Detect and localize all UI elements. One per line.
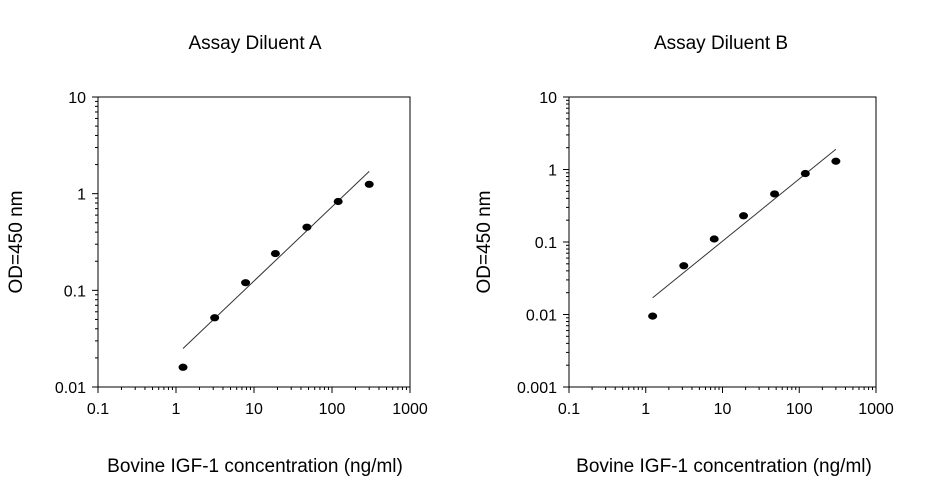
chart-a-y-tick-label: 1 [77,187,86,204]
chart-b-y-tick-label: 0.01 [526,308,557,325]
chart-a-data-point [210,314,220,322]
chart-panel-assay-diluent-b: Assay Diluent B OD=450 nm Bovine IGF-1 c… [463,0,926,480]
chart-a-plot-frame [97,96,411,388]
chart-b-x-axis-label: Bovine IGF-1 concentration (ng/ml) [576,456,872,477]
chart-a-y-axis-label: OD=450 nm [6,191,27,294]
chart-a-x-tick-label: 1000 [392,401,428,418]
chart-panel-assay-diluent-a: Assay Diluent A OD=450 nm Bovine IGF-1 c… [6,33,428,477]
chart-a-data-point [302,223,312,231]
chart-b-data-point [709,235,719,243]
chart-a-fit-line [182,171,370,349]
chart-a-x-tick-label: 1 [172,401,181,418]
chart-a-data-point [241,279,251,287]
chart-a-x-tick-label: 100 [319,401,346,418]
chart-a-svg: Assay Diluent A OD=450 nm Bovine IGF-1 c… [6,33,428,477]
chart-b-title: Assay Diluent B [654,33,788,54]
chart-b-y-tick-label: 0.1 [535,235,557,252]
chart-b-x-tick-label: 100 [786,401,813,418]
chart-a-data-point [178,363,188,371]
chart-a-x-tick-label: 0.1 [87,401,109,418]
chart-b-x-tick-label: 1000 [858,401,894,418]
chart-a-data-point [333,197,343,206]
chart-b-y-tick-label: 0.001 [517,380,557,397]
chart-a-data-point [364,180,374,188]
chart-b-data-point [770,190,780,198]
chart-b-svg: Assay Diluent B OD=450 nm Bovine IGF-1 c… [474,33,894,477]
chart-b-data-point [831,157,841,165]
chart-b-x-tick-label: 1 [641,401,650,418]
chart-b-data-point [800,169,810,178]
chart-a-title: Assay Diluent A [188,33,321,54]
chart-b-data-point [679,262,689,270]
chart-b-x-tick-label: 0.1 [558,401,580,418]
chart-a-data-point [270,249,280,258]
chart-a-x-tick-label: 10 [245,401,263,418]
chart-a-y-tick-label: 0.1 [64,283,86,300]
chart-b-y-tick-label: 10 [539,90,557,107]
chart-b-data-point [739,212,749,220]
chart-b-x-tick-label: 10 [714,401,732,418]
chart-b-data-point [648,312,658,320]
chart-a-x-axis-label: Bovine IGF-1 concentration (ng/ml) [107,456,403,477]
chart-b-y-tick-label: 1 [548,163,557,180]
chart-a-y-tick-label: 0.01 [55,380,86,397]
chart-b-plot-frame [568,96,877,388]
chart-b-y-axis-label: OD=450 nm [474,191,495,294]
chart-a-y-tick-label: 10 [68,90,86,107]
